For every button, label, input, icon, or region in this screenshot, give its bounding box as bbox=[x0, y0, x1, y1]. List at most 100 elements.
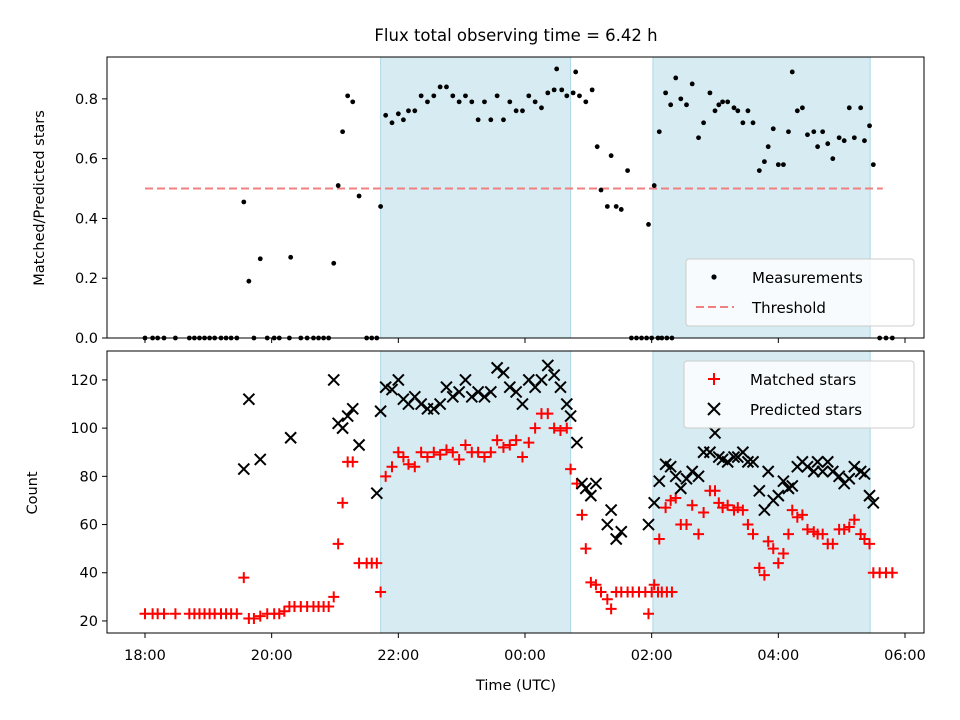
matched-star-point bbox=[510, 434, 522, 446]
predicted-star-point bbox=[433, 397, 447, 411]
matched-star-point bbox=[670, 492, 682, 504]
matched-star-point bbox=[605, 603, 617, 615]
predicted-star-point bbox=[653, 474, 666, 488]
predicted-star-point bbox=[708, 426, 722, 440]
measurement-point bbox=[570, 90, 576, 96]
measurement-point bbox=[513, 108, 519, 114]
top-y-axis-label: Matched/Predicted stars bbox=[32, 110, 48, 286]
predicted-star-point bbox=[832, 470, 846, 483]
matched-star-point bbox=[848, 514, 860, 526]
predicted-star-point bbox=[761, 465, 775, 478]
measurement-point bbox=[604, 204, 610, 209]
matched-star-point bbox=[561, 422, 573, 434]
top-panel: 0.00.20.40.60.8 Matched/Predicted stars … bbox=[32, 56, 925, 347]
matched-star-point bbox=[529, 422, 541, 434]
measurement-point bbox=[750, 120, 756, 126]
matched-star-point bbox=[595, 586, 607, 598]
matched-star-point bbox=[665, 494, 677, 506]
matched-star-point bbox=[601, 593, 613, 605]
top-legend-box bbox=[685, 258, 915, 327]
matched-star-point bbox=[548, 422, 560, 434]
predicted-star-point bbox=[254, 453, 267, 466]
measurement-point bbox=[389, 120, 395, 126]
legend-threshold-label: Threshold bbox=[751, 299, 826, 317]
predicted-star-point bbox=[680, 472, 693, 485]
measurement-point bbox=[425, 99, 430, 105]
top-x-ticks bbox=[144, 338, 906, 343]
measurement-point bbox=[475, 117, 481, 123]
measurement-point bbox=[775, 162, 781, 168]
measurement-point bbox=[401, 117, 406, 123]
measurement-point bbox=[551, 87, 557, 93]
matched-star-point bbox=[238, 572, 250, 584]
measurement-point bbox=[412, 108, 418, 114]
predicted-star-point bbox=[727, 450, 741, 464]
measurement-point bbox=[532, 99, 538, 105]
predicted-star-point bbox=[604, 503, 618, 517]
legend-matched-marker bbox=[708, 373, 720, 385]
predicted-star-point bbox=[352, 438, 366, 452]
matched-star-point bbox=[886, 567, 898, 579]
measurement-point bbox=[378, 204, 383, 209]
x-tick-label: 00:00 bbox=[504, 648, 546, 664]
predicted-star-point bbox=[692, 470, 705, 483]
predicted-star-point bbox=[867, 496, 880, 510]
matched-star-point bbox=[447, 446, 459, 458]
predicted-star-point bbox=[826, 465, 840, 478]
predicted-star-point bbox=[584, 489, 598, 502]
predicted-star-point bbox=[392, 373, 405, 387]
measurement-point bbox=[613, 204, 619, 209]
matched-star-point bbox=[375, 586, 387, 598]
measurement-point bbox=[794, 108, 800, 114]
measurement-point bbox=[583, 99, 589, 105]
y-tick-label: 0.4 bbox=[75, 211, 98, 227]
predicted-star-point bbox=[490, 361, 504, 375]
measurement-point bbox=[288, 254, 294, 260]
predicted-star-point bbox=[547, 368, 561, 382]
measurement-point bbox=[836, 135, 842, 141]
measurement-point bbox=[520, 108, 525, 114]
matched-star-point bbox=[722, 499, 734, 511]
measurement-point bbox=[696, 135, 701, 141]
predicted-star-point bbox=[858, 467, 871, 481]
matched-star-point bbox=[786, 504, 798, 516]
measurement-point bbox=[494, 93, 500, 99]
measurement-point bbox=[444, 84, 449, 90]
measurement-point bbox=[559, 87, 565, 93]
legend-predicted-marker bbox=[707, 402, 721, 416]
legend-measurements-marker bbox=[711, 274, 717, 280]
y-tick-label: 40 bbox=[80, 566, 98, 582]
y-tick-label: 0.0 bbox=[75, 331, 98, 347]
bottom-panel: 20 40 60 80 100 120 18:00 20:00 22:00 00:00 02:00… bbox=[25, 350, 926, 664]
matched-star-point bbox=[838, 523, 850, 535]
matched-star-point bbox=[459, 439, 471, 451]
matched-star-point bbox=[158, 608, 170, 620]
predicted-star-point bbox=[848, 460, 861, 473]
bottom-x-ticks: 18:00 20:00 22:00 00:00 02:00 04:00 06:00 bbox=[124, 633, 926, 664]
matched-star-point bbox=[737, 504, 749, 516]
matched-star-point bbox=[666, 586, 678, 598]
matched-star-point bbox=[386, 461, 398, 473]
matched-star-point bbox=[777, 547, 789, 559]
x-tick-label: 20:00 bbox=[251, 648, 293, 664]
measurement-point bbox=[867, 123, 872, 129]
predicted-star-point bbox=[669, 470, 682, 483]
measurement-point bbox=[740, 120, 746, 126]
measurement-point bbox=[395, 111, 401, 117]
legend-predicted-label: Predicted stars bbox=[750, 401, 862, 419]
measurement-point bbox=[858, 105, 864, 111]
matched-star-point bbox=[497, 441, 509, 453]
measurement-point bbox=[707, 90, 713, 96]
measurement-point bbox=[830, 156, 836, 162]
predicted-star-point bbox=[374, 405, 387, 418]
measurement-point bbox=[598, 187, 604, 193]
predicted-star-point bbox=[427, 402, 441, 416]
predicted-star-point bbox=[741, 455, 755, 469]
y-tick-label: 0.2 bbox=[75, 271, 98, 287]
matched-star-point bbox=[371, 557, 383, 569]
bottom-y-axis-label: Count bbox=[25, 471, 41, 514]
matched-star-point bbox=[402, 458, 414, 470]
y-tick-label: 0.6 bbox=[75, 152, 98, 168]
matched-star-point bbox=[516, 451, 528, 463]
measurement-point bbox=[756, 168, 762, 173]
